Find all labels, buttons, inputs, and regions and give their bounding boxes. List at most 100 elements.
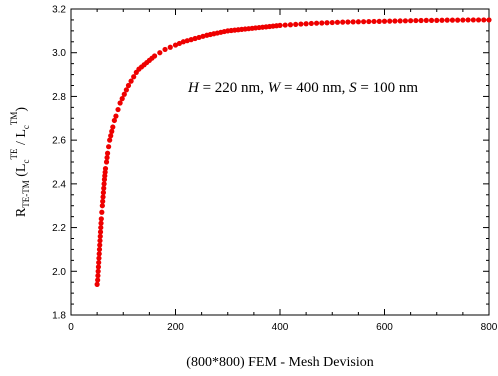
- data-point-interp: [97, 238, 103, 244]
- data-point: [106, 144, 112, 150]
- ylabel-paren-open: (L: [14, 164, 29, 181]
- annot-H-value: = 220 nm,: [199, 80, 268, 96]
- data-point: [131, 74, 137, 80]
- data-point-interp: [96, 246, 103, 253]
- data-point-interp: [387, 18, 393, 24]
- data-point: [107, 137, 113, 143]
- annot-W-symbol: W: [268, 80, 282, 96]
- y-tick-label: 2.8: [52, 92, 66, 103]
- ylabel-num-sub: c: [21, 160, 31, 164]
- y-tick-label: 2.6: [52, 136, 66, 147]
- ylabel-num-sup: TE: [9, 148, 19, 159]
- data-point-interp: [211, 31, 217, 37]
- data-point: [104, 150, 111, 156]
- data-point: [100, 190, 106, 196]
- data-point-interp: [366, 18, 372, 25]
- data-point-interp: [98, 220, 104, 226]
- data-point: [110, 124, 116, 130]
- data-point-interp: [313, 20, 320, 26]
- data-point-interp: [242, 26, 248, 32]
- data-point: [115, 106, 121, 113]
- data-point-interp: [439, 17, 445, 23]
- y-tick-label: 1.8: [52, 311, 66, 322]
- data-point: [97, 242, 103, 248]
- data-point: [371, 18, 377, 25]
- annot-S-symbol: S: [349, 80, 357, 96]
- data-point-interp: [104, 155, 110, 161]
- data-point: [128, 78, 134, 84]
- data-point: [486, 17, 492, 23]
- data-point: [95, 277, 101, 283]
- data-point: [475, 17, 482, 23]
- data-point-interp: [273, 23, 280, 29]
- data-point: [465, 17, 471, 23]
- data-point-interp: [397, 18, 403, 24]
- data-point: [423, 17, 429, 23]
- data-point: [96, 259, 102, 266]
- data-point-interp: [184, 38, 190, 44]
- y-tick-label: 2.0: [52, 267, 66, 278]
- x-tick-label: 0: [68, 322, 74, 333]
- data-point-interp: [96, 255, 102, 261]
- data-point: [381, 18, 388, 24]
- data-point-interp: [176, 40, 183, 47]
- data-point-interp: [418, 17, 424, 24]
- data-point-interp: [355, 19, 361, 25]
- y-tick-label: 2.4: [52, 179, 66, 190]
- data-point: [94, 281, 100, 287]
- data-point-interp: [95, 264, 102, 270]
- x-tick-label: 800: [481, 322, 498, 333]
- data-point: [96, 251, 102, 257]
- y-tick-label: 3.0: [52, 48, 66, 59]
- y-tick-label: 2.2: [52, 223, 66, 234]
- x-axis-ticks: 0 200 400 600 800: [68, 9, 498, 333]
- y-axis-ticks: 1.8 2.0 2.2 2.4 2.6 2.8 3.0 3.2: [52, 5, 489, 322]
- data-point: [152, 53, 158, 59]
- ylabel-den-sub: c: [21, 125, 31, 129]
- data-point: [125, 82, 132, 89]
- annot-S-value: = 100 nm: [357, 80, 419, 96]
- data-point-interp: [97, 229, 104, 235]
- x-tick-label: 200: [167, 322, 184, 333]
- data-point: [119, 96, 125, 102]
- data-point: [95, 268, 101, 274]
- data-point-interp: [100, 198, 106, 204]
- data-point: [167, 44, 173, 50]
- data-point-interp: [101, 185, 107, 191]
- data-point: [455, 17, 461, 23]
- data-point: [98, 216, 104, 222]
- data-point-interp: [253, 25, 259, 31]
- data-point-interp: [263, 24, 269, 30]
- data-point: [298, 21, 304, 27]
- ylabel-paren-close: ): [14, 107, 29, 112]
- data-point: [188, 37, 194, 43]
- data-point: [196, 34, 202, 41]
- ylabel-main: R: [14, 207, 29, 217]
- data-point: [113, 113, 119, 119]
- ylabel-main-sub: TE-TM: [21, 180, 31, 208]
- data-point-interp: [95, 273, 101, 279]
- data-point: [413, 17, 419, 24]
- x-tick-label: 600: [376, 322, 393, 333]
- data-point-interp: [334, 19, 341, 25]
- data-point: [361, 19, 367, 25]
- data-point: [392, 18, 398, 24]
- annot-W-value: = 400 nm,: [280, 80, 349, 96]
- data-point: [319, 20, 325, 26]
- data-point: [157, 50, 163, 56]
- data-point-interp: [101, 181, 107, 187]
- data-point-interp: [200, 33, 206, 39]
- data-point-interp: [460, 17, 466, 23]
- ylabel-slash: / L: [14, 129, 29, 148]
- data-point-interp: [345, 19, 351, 25]
- data-point: [99, 209, 105, 215]
- data-point: [111, 117, 117, 124]
- data-point-interp: [481, 17, 487, 23]
- data-point: [350, 19, 356, 25]
- x-tick-label: 400: [272, 322, 289, 333]
- data-point-interp: [303, 21, 309, 27]
- data-point-interp: [449, 17, 456, 23]
- data-points: [94, 17, 492, 287]
